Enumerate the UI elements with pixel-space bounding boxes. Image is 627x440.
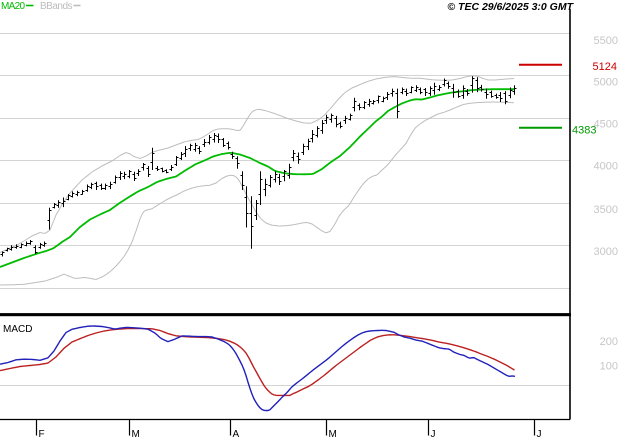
svg-text:M: M: [329, 429, 337, 440]
svg-text:BBands: BBands: [40, 1, 73, 12]
svg-text:4383: 4383: [572, 125, 596, 137]
svg-text:M: M: [132, 429, 140, 440]
svg-text:200: 200: [600, 336, 618, 348]
svg-text:MA20: MA20: [1, 1, 25, 12]
svg-text:MACD: MACD: [3, 324, 32, 335]
svg-text:100: 100: [600, 361, 618, 373]
svg-text:5000: 5000: [594, 77, 618, 89]
svg-text:A: A: [233, 429, 240, 440]
svg-text:© TEC 29/6/2025 3:0 GMT: © TEC 29/6/2025 3:0 GMT: [447, 1, 574, 13]
svg-text:J: J: [537, 429, 542, 440]
svg-text:5124: 5124: [593, 61, 617, 73]
svg-text:5500: 5500: [594, 35, 618, 47]
svg-text:4000: 4000: [594, 161, 618, 173]
svg-text:3000: 3000: [594, 246, 618, 258]
svg-text:J: J: [431, 429, 436, 440]
svg-text:4500: 4500: [594, 119, 618, 131]
svg-text:F: F: [39, 429, 45, 440]
svg-text:3500: 3500: [594, 204, 618, 216]
